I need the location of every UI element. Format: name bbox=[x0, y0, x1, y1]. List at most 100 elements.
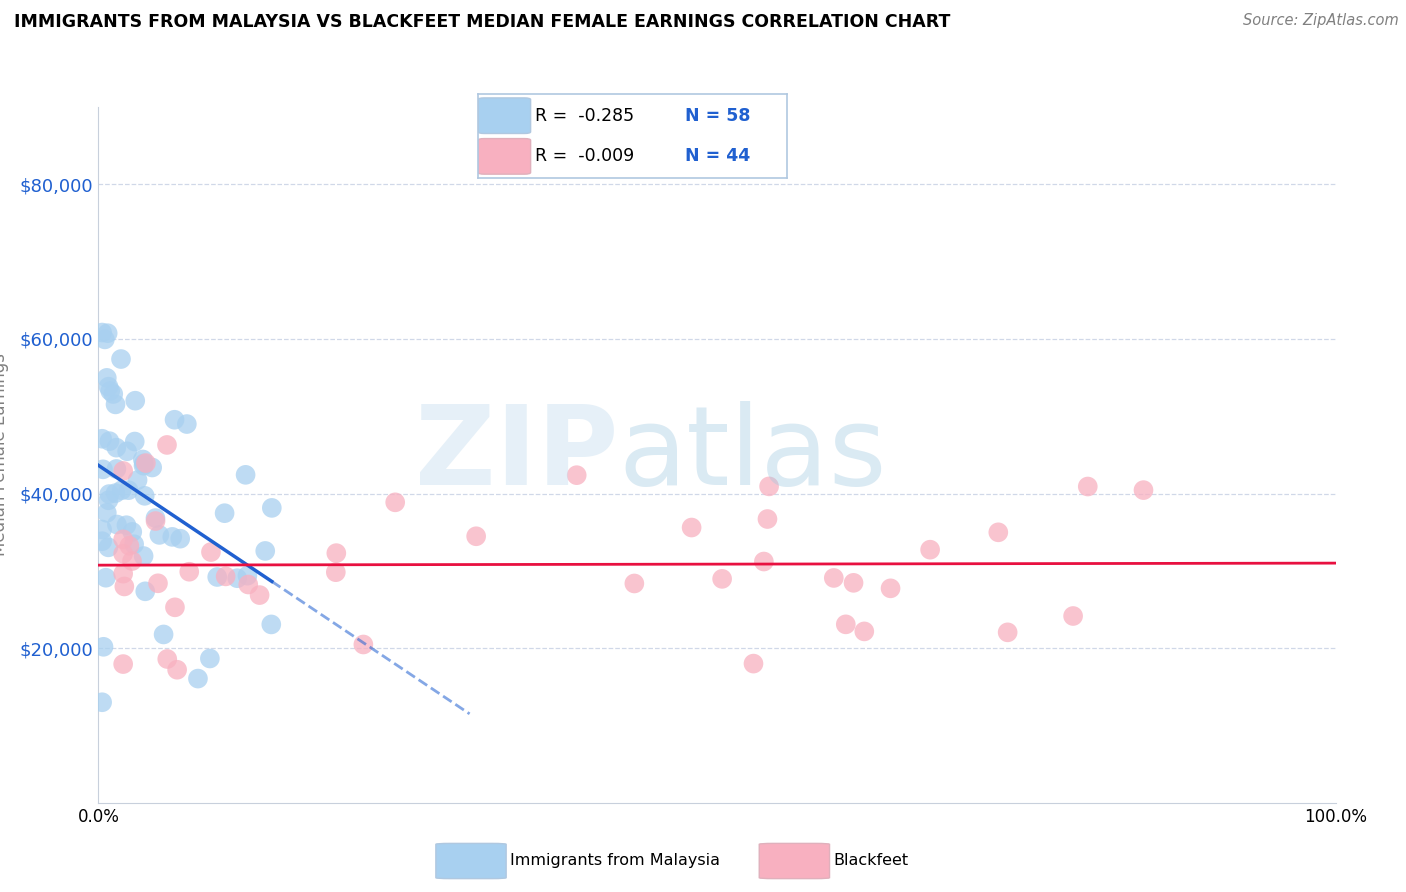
Point bbox=[97, 493, 120, 508]
Point bbox=[115, 518, 138, 533]
Point bbox=[112, 547, 135, 561]
Point bbox=[565, 468, 588, 483]
Point bbox=[236, 568, 259, 582]
Point bbox=[997, 625, 1019, 640]
Point bbox=[920, 542, 942, 557]
Point bbox=[145, 514, 167, 528]
Point bbox=[112, 464, 135, 478]
Point bbox=[98, 487, 121, 501]
Point bbox=[1062, 609, 1084, 624]
Point bbox=[879, 582, 901, 596]
Point bbox=[112, 533, 135, 547]
Point bbox=[198, 651, 221, 665]
Point bbox=[105, 441, 128, 455]
Point bbox=[226, 571, 249, 585]
Point bbox=[124, 434, 146, 449]
Point bbox=[135, 456, 157, 470]
Point bbox=[1132, 483, 1154, 497]
Point bbox=[105, 462, 128, 476]
Point bbox=[853, 624, 876, 639]
Point bbox=[94, 571, 117, 585]
Point bbox=[156, 652, 179, 666]
Point bbox=[91, 432, 114, 446]
Point bbox=[97, 326, 120, 341]
Text: atlas: atlas bbox=[619, 401, 887, 508]
Point bbox=[325, 546, 347, 560]
Point bbox=[752, 555, 775, 569]
Point bbox=[238, 577, 260, 591]
Point bbox=[127, 473, 149, 487]
FancyBboxPatch shape bbox=[478, 138, 530, 174]
Text: N = 58: N = 58 bbox=[685, 107, 751, 125]
Point bbox=[384, 495, 406, 509]
FancyBboxPatch shape bbox=[759, 844, 830, 879]
Text: N = 44: N = 44 bbox=[685, 147, 751, 165]
Point bbox=[742, 657, 765, 671]
Point bbox=[146, 576, 169, 591]
Point bbox=[1077, 479, 1099, 493]
Point bbox=[117, 483, 139, 498]
Point bbox=[823, 571, 845, 585]
Point bbox=[112, 657, 135, 671]
Point bbox=[176, 417, 198, 431]
Point bbox=[711, 572, 734, 586]
Point bbox=[163, 600, 186, 615]
Point bbox=[325, 565, 347, 579]
Y-axis label: Median Female Earnings: Median Female Earnings bbox=[0, 353, 8, 557]
Point bbox=[132, 549, 155, 563]
Point bbox=[96, 371, 118, 385]
Point bbox=[104, 397, 127, 411]
Point bbox=[105, 517, 128, 532]
Point bbox=[152, 627, 174, 641]
Point bbox=[104, 486, 127, 500]
Point bbox=[200, 545, 222, 559]
Point bbox=[115, 444, 138, 458]
Point bbox=[254, 544, 277, 558]
Point bbox=[94, 332, 117, 346]
Point bbox=[132, 452, 155, 467]
Point bbox=[134, 584, 156, 599]
Point bbox=[141, 460, 163, 475]
Point bbox=[235, 467, 257, 482]
Point bbox=[132, 458, 155, 473]
Text: ZIP: ZIP bbox=[415, 401, 619, 508]
Point bbox=[98, 434, 121, 449]
Point bbox=[987, 525, 1010, 540]
Point bbox=[758, 479, 780, 493]
Point bbox=[122, 537, 145, 551]
Point bbox=[118, 539, 141, 553]
Point bbox=[91, 523, 114, 537]
FancyBboxPatch shape bbox=[436, 844, 506, 879]
Point bbox=[163, 413, 186, 427]
Point bbox=[179, 565, 201, 579]
Point bbox=[187, 672, 209, 686]
Point bbox=[166, 663, 188, 677]
Text: Blackfeet: Blackfeet bbox=[832, 854, 908, 868]
Text: Immigrants from Malaysia: Immigrants from Malaysia bbox=[510, 854, 720, 868]
Point bbox=[756, 512, 779, 526]
Point bbox=[91, 326, 114, 340]
Point bbox=[134, 489, 156, 503]
Point bbox=[121, 554, 143, 568]
Point bbox=[132, 456, 155, 470]
Point bbox=[465, 529, 488, 543]
Point bbox=[148, 528, 170, 542]
Point bbox=[91, 695, 114, 709]
Point bbox=[98, 384, 121, 398]
Point bbox=[124, 393, 146, 408]
Point bbox=[681, 520, 703, 534]
Point bbox=[97, 379, 120, 393]
Text: R =  -0.009: R = -0.009 bbox=[536, 147, 634, 165]
Point bbox=[260, 500, 283, 515]
Point bbox=[352, 638, 374, 652]
Point bbox=[156, 438, 179, 452]
Point bbox=[103, 387, 125, 401]
Point bbox=[214, 569, 236, 583]
Point bbox=[91, 534, 114, 549]
Point bbox=[93, 640, 115, 654]
Point bbox=[214, 506, 236, 520]
Point bbox=[835, 617, 858, 632]
Point bbox=[121, 524, 143, 539]
Point bbox=[623, 576, 645, 591]
Point bbox=[110, 352, 132, 367]
